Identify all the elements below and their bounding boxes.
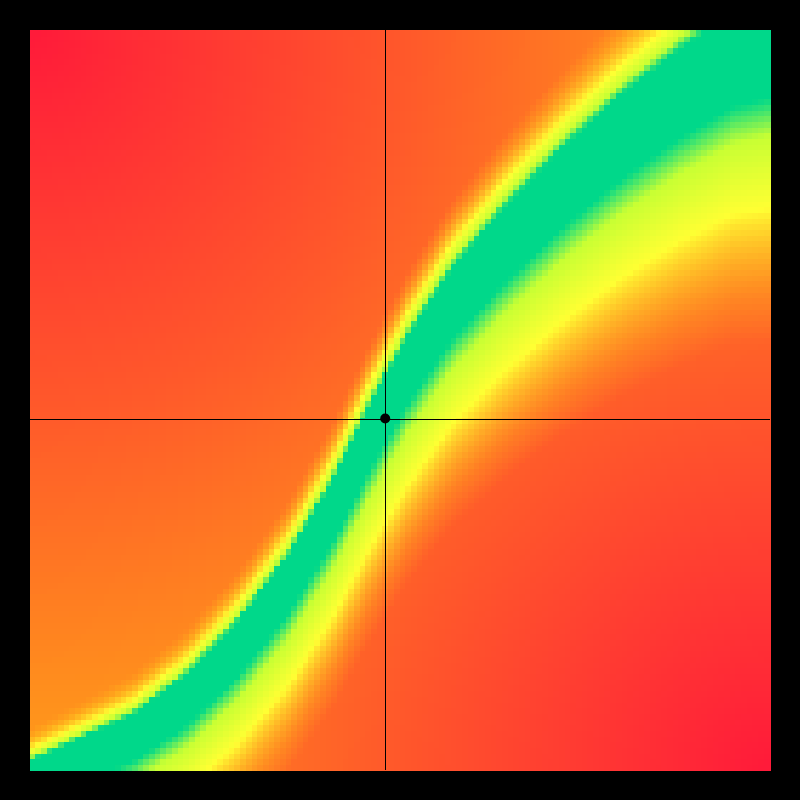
chart-container: TheBottleneck.com bbox=[0, 0, 800, 800]
bottleneck-heatmap bbox=[0, 0, 800, 800]
